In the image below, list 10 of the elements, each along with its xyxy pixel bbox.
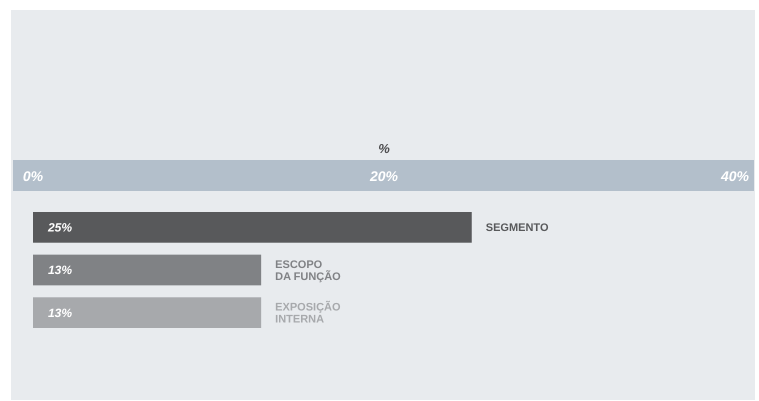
- data-label: 13%: [48, 306, 72, 320]
- x-tick-label: 20%: [368, 168, 399, 184]
- y-tick-label: EXPOSIÇÃO INTERNA: [275, 300, 341, 326]
- y-tick-label: SEGMENTO: [486, 222, 549, 234]
- x-tick-label: 0%: [22, 168, 44, 184]
- data-label: 13%: [48, 263, 72, 278]
- data-label: 25%: [47, 220, 72, 235]
- y-tick-label: ESCOPO DA FUNÇÃO: [275, 258, 342, 283]
- x-tick-label: 40%: [720, 168, 750, 184]
- x-axis-title: %: [378, 141, 390, 156]
